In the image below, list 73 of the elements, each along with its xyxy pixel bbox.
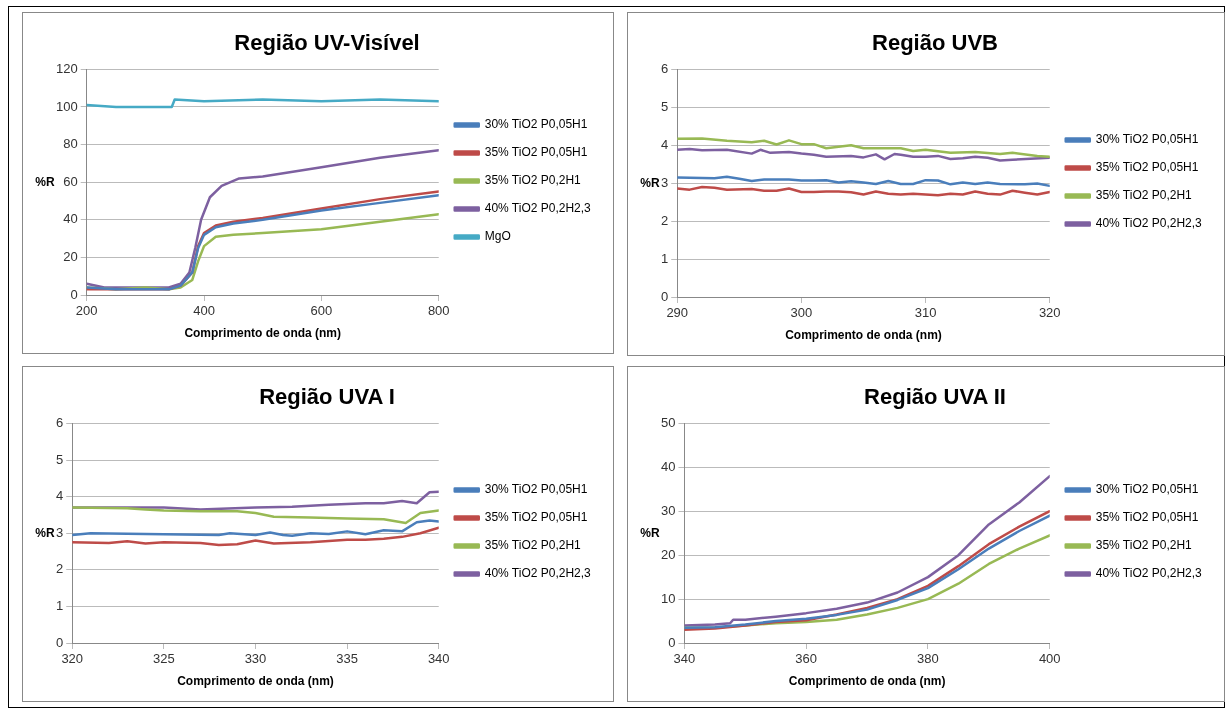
y-tick-label: 5	[661, 98, 669, 114]
x-tick-label: 600	[310, 303, 333, 319]
x-tick-label: 290	[666, 305, 689, 321]
x-axis-title: Comprimento de onda (nm)	[788, 674, 946, 689]
y-tick-label: 20	[660, 546, 676, 562]
x-tick-label: 340	[427, 651, 450, 667]
y-tick-label: 6	[56, 414, 64, 430]
legend-label: 35% TiO2 P0,2H1	[484, 173, 582, 188]
x-tick-label: 330	[244, 651, 267, 667]
chart-title: Região UVB	[872, 30, 998, 56]
x-axis-title: Comprimento de onda (nm)	[184, 326, 342, 341]
legend-label: 35% TiO2 P0,05H1	[484, 145, 588, 160]
x-tick-label: 335	[336, 651, 358, 667]
legend-label: 40% TiO2 P0,2H2,3	[1095, 566, 1203, 581]
y-tick-label: 3	[661, 174, 669, 190]
y-tick-label: 1	[56, 597, 64, 613]
y-tick-label: 4	[661, 136, 669, 152]
legend-label: 40% TiO2 P0,2H2,3	[484, 566, 592, 581]
y-tick-label: 10	[660, 590, 676, 606]
y-tick-label: 120	[55, 60, 78, 76]
legend-label: 30% TiO2 P0,05H1	[1095, 482, 1199, 497]
x-tick-label: 300	[790, 305, 813, 321]
x-tick-label: 400	[1038, 651, 1061, 667]
y-tick-label: 4	[56, 488, 64, 504]
y-axis-title: %R	[35, 525, 55, 540]
x-tick-label: 325	[153, 651, 175, 667]
y-tick-label: 6	[661, 60, 669, 76]
chart-title: Região UV-Visível	[234, 30, 420, 56]
x-tick-label: 320	[1038, 305, 1061, 321]
x-tick-label: 200	[75, 303, 98, 319]
x-axis-title: Comprimento de onda (nm)	[785, 328, 942, 343]
x-tick-label: 800	[427, 303, 450, 319]
y-tick-label: 40	[660, 458, 676, 474]
y-axis-title: %R	[640, 175, 660, 190]
y-tick-label: 40	[63, 211, 78, 227]
y-tick-label: 0	[70, 286, 78, 302]
legend-label: 35% TiO2 P0,05H1	[1095, 510, 1199, 525]
y-tick-label: 0	[668, 634, 676, 650]
y-tick-label: 60	[63, 173, 78, 189]
legend-label: 35% TiO2 P0,05H1	[1095, 160, 1199, 175]
y-axis-title: %R	[35, 174, 55, 189]
x-tick-label: 340	[673, 651, 696, 667]
chart-title: Região UVA I	[259, 384, 395, 410]
x-tick-label: 310	[914, 305, 937, 321]
y-tick-label: 2	[661, 212, 669, 228]
y-tick-label: 50	[660, 414, 676, 430]
legend-label: 30% TiO2 P0,05H1	[1095, 132, 1199, 147]
x-axis-title: Comprimento de onda (nm)	[177, 674, 334, 689]
x-tick-label: 380	[917, 651, 939, 667]
legend-label: 30% TiO2 P0,05H1	[484, 117, 588, 132]
y-tick-label: 2	[56, 561, 64, 577]
x-tick-label: 360	[795, 651, 818, 667]
legend-label: 35% TiO2 P0,2H1	[1095, 538, 1193, 553]
chart-title: Região UVA II	[864, 384, 1006, 410]
legend-label: 40% TiO2 P0,2H2,3	[484, 201, 592, 216]
y-tick-label: 100	[55, 98, 78, 114]
y-tick-label: 5	[56, 451, 64, 467]
y-tick-label: 0	[56, 634, 64, 650]
legend-label: 35% TiO2 P0,05H1	[484, 510, 588, 525]
legend-label: 30% TiO2 P0,05H1	[484, 482, 588, 497]
y-tick-label: 30	[660, 502, 676, 518]
x-tick-label: 400	[193, 303, 215, 319]
y-tick-label: 3	[56, 524, 64, 540]
y-tick-label: 20	[63, 248, 78, 264]
y-tick-label: 80	[63, 136, 78, 152]
legend-label: 35% TiO2 P0,2H1	[1095, 188, 1193, 203]
y-tick-label: 0	[661, 288, 669, 304]
y-axis-title: %R	[640, 525, 660, 540]
legend-label: MgO	[484, 229, 511, 244]
y-tick-label: 1	[661, 250, 669, 266]
legend-label: 40% TiO2 P0,2H2,3	[1095, 216, 1203, 231]
x-tick-label: 320	[61, 651, 84, 667]
legend-label: 35% TiO2 P0,2H1	[484, 538, 582, 553]
